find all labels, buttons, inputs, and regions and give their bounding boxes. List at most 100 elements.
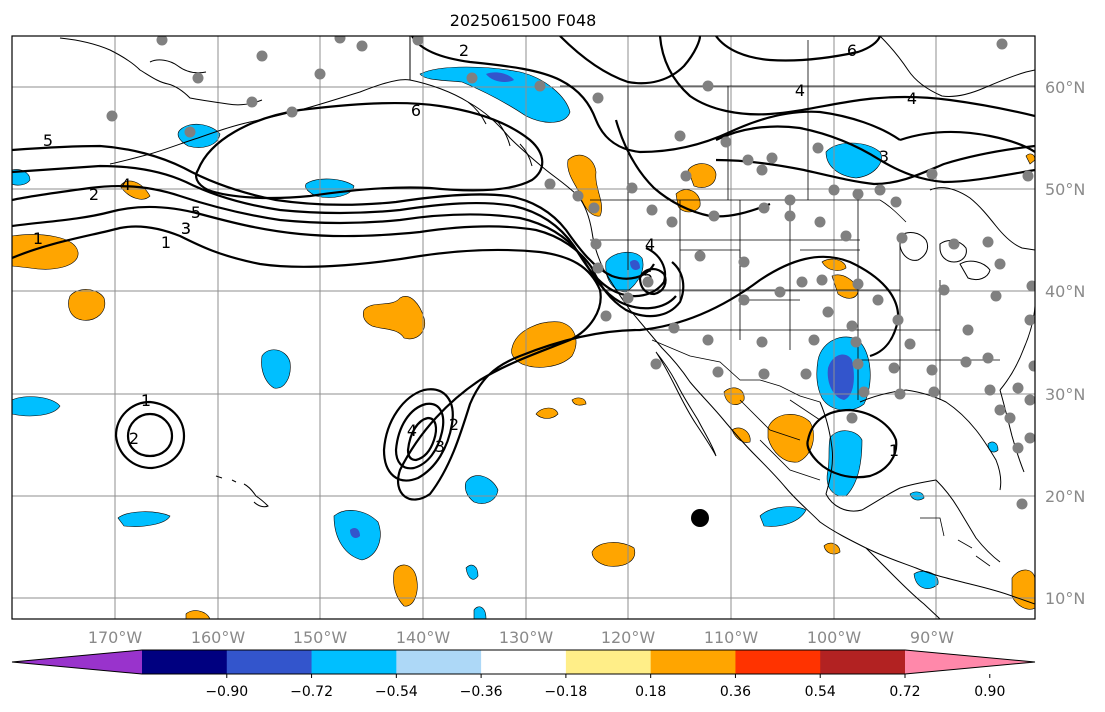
station-dot: [840, 230, 852, 242]
contour-label: 5: [43, 131, 53, 150]
station-dot: [702, 334, 714, 346]
positive-anomaly-area: [567, 154, 602, 217]
contour-label: 4: [407, 421, 417, 440]
contour-label: 4: [795, 81, 805, 100]
shaded-field: [12, 66, 1035, 619]
station-dot: [904, 338, 916, 350]
station-dot: [756, 164, 768, 176]
positive-anomaly-area: [1025, 153, 1035, 165]
station-dot: [256, 50, 268, 62]
station-dot: [1004, 412, 1016, 424]
station-dot: [156, 36, 168, 46]
colorbar-tick-label: −0.18: [544, 684, 587, 700]
station-dot: [642, 276, 654, 288]
station-dot: [872, 294, 884, 306]
contour-label: 6: [847, 41, 857, 60]
colorbar-tick-label: 0.54: [805, 684, 836, 700]
station-dot: [1024, 394, 1035, 406]
contour-label: 4: [121, 175, 131, 194]
colorbar-tick-label: 0.90: [974, 684, 1005, 700]
colorbar-tick-label: −0.54: [375, 684, 418, 700]
station-dot: [852, 188, 864, 200]
strong-negative-core: [630, 260, 640, 270]
station-dot: [758, 202, 770, 214]
station-dot: [926, 364, 938, 376]
colorbar-segment: [565, 650, 652, 674]
negative-anomaly-area: [117, 511, 171, 527]
station-dot: [680, 170, 692, 182]
station-dot: [1024, 432, 1035, 444]
station-dot: [858, 386, 870, 398]
contour-label: 4: [645, 235, 655, 254]
station-dot: [742, 154, 754, 166]
station-dot: [756, 336, 768, 348]
colorbar-segments: [11, 649, 1036, 675]
station-dot: [960, 356, 972, 368]
station-dot: [996, 38, 1008, 50]
station-dot: [712, 366, 724, 378]
station-dot: [650, 358, 662, 370]
station-dot: [738, 294, 750, 306]
station-dot: [846, 320, 858, 332]
lon-label: 140°W: [396, 628, 451, 647]
positive-anomaly-area: [68, 289, 106, 321]
contour-label: 2: [449, 415, 459, 434]
lat-label: 50°N: [1045, 180, 1085, 199]
colorbar-tick-label: 0.36: [720, 684, 751, 700]
map-frame: [11, 35, 1036, 620]
contour-label: 6: [411, 101, 421, 120]
contour-label: 3: [879, 147, 889, 166]
lon-label: 160°W: [191, 628, 246, 647]
station-dot: [646, 204, 658, 216]
station-dot: [588, 202, 600, 214]
station-dot: [758, 368, 770, 380]
station-dot: [814, 216, 826, 228]
station-dot: [1012, 442, 1024, 454]
station-dot: [888, 362, 900, 374]
lat-label: 20°N: [1045, 487, 1085, 506]
colorbar-ticks: −0.90 −0.72 −0.54 −0.36 −0.18 0.18 0.36 0.54 0.7…: [205, 674, 1005, 700]
station-dot: [962, 324, 974, 336]
lon-label: 170°W: [88, 628, 143, 647]
station-dot: [590, 238, 602, 250]
contour-label: 1: [161, 233, 171, 252]
station-dot: [1012, 382, 1024, 394]
negative-anomaly-area: [12, 396, 61, 417]
colorbar-extend-min: [12, 650, 142, 674]
station-dot: [412, 36, 424, 46]
station-dot: [572, 190, 584, 202]
positive-anomaly-area: [591, 542, 636, 567]
map-title: 2025061500 F048: [450, 11, 597, 30]
station-dot: [890, 196, 902, 208]
station-dot: [466, 72, 478, 84]
positive-anomaly-area: [12, 234, 79, 270]
positive-anomaly-area: [687, 163, 717, 188]
positive-anomaly-area: [535, 407, 559, 419]
contour-label: 4: [907, 89, 917, 108]
colorbar-segment: [481, 650, 567, 674]
contour-label: 3: [435, 437, 445, 456]
station-dot: [1016, 498, 1028, 510]
colorbar-segment: [142, 650, 228, 674]
station-dot: [982, 352, 994, 364]
station-dot: [600, 310, 612, 322]
station-dot: [184, 126, 196, 138]
lat-label: 10°N: [1045, 589, 1085, 608]
positive-anomaly-area: [185, 610, 211, 619]
station-dot: [816, 274, 828, 286]
station-dot: [534, 80, 546, 92]
station-dot: [822, 306, 834, 318]
colorbar-segment: [226, 650, 313, 674]
strong-negative-core: [486, 72, 514, 82]
map-panel: 2 6 5 4 2 3 5 3 1 1 4 5 1 2 4 3 2 4 1 3 …: [12, 36, 1035, 619]
negative-anomaly-area: [261, 349, 291, 389]
lon-label: 100°W: [807, 628, 862, 647]
station-markers: [106, 36, 1035, 510]
station-dot: [850, 336, 862, 348]
station-dot: [106, 110, 118, 122]
station-dot: [812, 142, 824, 154]
contour-label: 2: [89, 185, 99, 204]
contour-label: 2: [459, 41, 469, 60]
station-dot: [192, 72, 204, 84]
